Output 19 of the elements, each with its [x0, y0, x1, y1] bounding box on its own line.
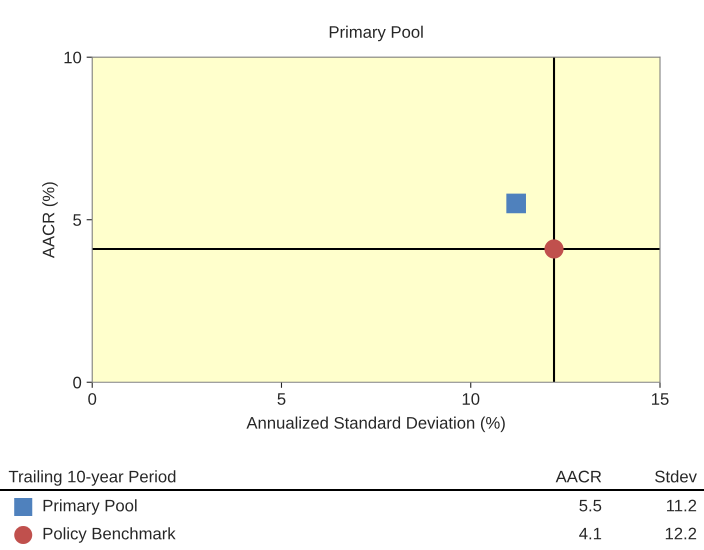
text: 5.5 — [579, 500, 602, 512]
legend-label: Policy Benchmark — [44, 527, 176, 543]
y-tick-label: 0 — [73, 376, 82, 388]
x-tick-label: 0 — [88, 393, 96, 405]
text: 4.1 — [579, 528, 602, 540]
x-tick-label: 15 — [652, 393, 669, 405]
y-tick-label: 10 — [64, 52, 82, 64]
legend-title: Trailing 10-year Period — [8, 470, 176, 486]
x-axis-title: Annualized Standard Deviation (%) — [246, 416, 505, 432]
text: 12.2 — [666, 528, 696, 540]
x-tick-label: 10 — [462, 393, 480, 405]
text: Stdev — [655, 470, 697, 482]
text: 11.2 — [667, 500, 696, 512]
legend-label: Primary Pool — [44, 499, 137, 515]
y-axis-title: AACR (%) — [42, 182, 58, 258]
y-tick-label: 5 — [73, 214, 82, 226]
x-tick-label: 5 — [278, 393, 286, 405]
chart-title: Primary Pool — [330, 26, 423, 42]
text: AACR — [556, 470, 602, 482]
